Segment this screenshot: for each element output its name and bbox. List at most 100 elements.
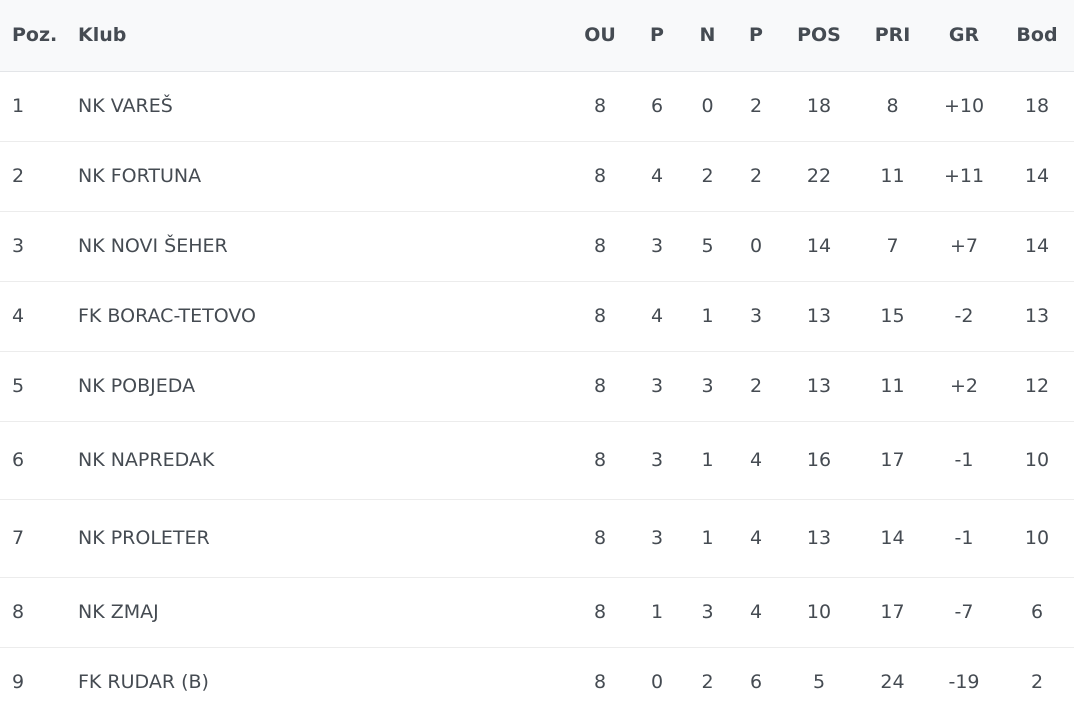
cell-losses: 2 bbox=[731, 351, 781, 422]
cell-position: 1 bbox=[0, 71, 78, 142]
cell-points: 14 bbox=[1000, 141, 1074, 212]
column-header-club[interactable]: Klub bbox=[78, 0, 570, 72]
cell-played: 8 bbox=[593, 671, 607, 694]
cell-club: NK POBJEDA bbox=[78, 351, 570, 422]
cell-club: NK ZMAJ bbox=[78, 577, 570, 648]
cell-goal-difference: +2 bbox=[928, 351, 1000, 422]
cell-position: 9 bbox=[12, 671, 25, 694]
cell-points: 6 bbox=[1000, 577, 1074, 648]
cell-points: 12 bbox=[1000, 351, 1074, 422]
cell-position: 2 bbox=[0, 141, 78, 212]
cell-position: 7 bbox=[0, 499, 78, 578]
cell-wins: 0 bbox=[650, 671, 664, 694]
table-row: 4 FK BORAC-TETOVO 8 4 1 3 13 15 -2 13 bbox=[0, 281, 1074, 352]
column-header-points[interactable]: Bod bbox=[1000, 0, 1074, 72]
cell-goals-for: 16 bbox=[781, 421, 857, 500]
cell-draws: 1 bbox=[684, 281, 731, 352]
table-row: 7 NK PROLETER 8 3 1 4 13 14 -1 10 bbox=[0, 499, 1074, 578]
cell-goals-against: 17 bbox=[857, 577, 928, 648]
cell-played: 8 bbox=[570, 351, 630, 422]
cell-goals-against: 14 bbox=[857, 499, 928, 578]
cell-goal-difference: -1 bbox=[928, 499, 1000, 578]
cell-goal-difference: -2 bbox=[928, 281, 1000, 352]
cell-points: 18 bbox=[1000, 71, 1074, 142]
cell-points: 10 bbox=[1000, 421, 1074, 500]
cell-goals-for: 13 bbox=[781, 281, 857, 352]
cell-played: 8 bbox=[570, 141, 630, 212]
cell-goals-for: 13 bbox=[781, 351, 857, 422]
cell-goal-difference: -1 bbox=[928, 421, 1000, 500]
cell-club: FK BORAC-TETOVO bbox=[78, 281, 570, 352]
cell-goal-difference: -19 bbox=[948, 671, 980, 694]
cell-club: FK RUDAR (B) bbox=[78, 671, 209, 694]
table-row: 2 NK FORTUNA 8 4 2 2 22 11 +11 14 bbox=[0, 141, 1074, 212]
column-header-goal-difference[interactable]: GR bbox=[928, 0, 1000, 72]
cell-goal-difference: -7 bbox=[928, 577, 1000, 648]
cell-losses: 2 bbox=[731, 141, 781, 212]
cell-played: 8 bbox=[570, 499, 630, 578]
cell-losses: 0 bbox=[731, 211, 781, 282]
cell-draws: 3 bbox=[684, 577, 731, 648]
cell-draws: 2 bbox=[701, 671, 714, 694]
column-header-wins[interactable]: P bbox=[630, 0, 684, 72]
cell-wins: 3 bbox=[630, 421, 684, 500]
column-header-position[interactable]: Poz. bbox=[0, 0, 78, 72]
cell-wins: 6 bbox=[630, 71, 684, 142]
column-header-goals-for[interactable]: POS bbox=[781, 0, 857, 72]
cell-points: 13 bbox=[1000, 281, 1074, 352]
cell-club: NK VAREŠ bbox=[78, 71, 570, 142]
cell-goals-against: 17 bbox=[857, 421, 928, 500]
cell-goal-difference: +10 bbox=[928, 71, 1000, 142]
cell-points: 10 bbox=[1000, 499, 1074, 578]
cell-position: 4 bbox=[0, 281, 78, 352]
cell-wins: 4 bbox=[630, 141, 684, 212]
cell-wins: 3 bbox=[630, 351, 684, 422]
cell-draws: 1 bbox=[684, 499, 731, 578]
cell-wins: 1 bbox=[630, 577, 684, 648]
header-row: Poz. Klub OU P N P POS PRI GR Bod bbox=[0, 0, 1074, 72]
table-row: 3 NK NOVI ŠEHER 8 3 5 0 14 7 +7 14 bbox=[0, 211, 1074, 282]
table-row: 8 NK ZMAJ 8 1 3 4 10 17 -7 6 bbox=[0, 577, 1074, 648]
column-header-played[interactable]: OU bbox=[570, 0, 630, 72]
cell-played: 8 bbox=[570, 281, 630, 352]
cell-losses: 6 bbox=[749, 671, 763, 694]
cell-goals-against: 11 bbox=[857, 141, 928, 212]
cell-club: NK FORTUNA bbox=[78, 141, 570, 212]
cell-position: 8 bbox=[0, 577, 78, 648]
cell-position: 3 bbox=[0, 211, 78, 282]
cell-goals-against: 8 bbox=[857, 71, 928, 142]
cell-goals-for: 10 bbox=[781, 577, 857, 648]
cell-draws: 5 bbox=[684, 211, 731, 282]
cell-losses: 2 bbox=[731, 71, 781, 142]
cell-played: 8 bbox=[570, 421, 630, 500]
cell-draws: 0 bbox=[684, 71, 731, 142]
table-body: 1 NK VAREŠ 8 6 0 2 18 8 +10 18 2 NK FORTUNA 8 4 2 2 22 11… bbox=[0, 71, 1074, 717]
cell-draws: 3 bbox=[684, 351, 731, 422]
cell-goal-difference: +7 bbox=[928, 211, 1000, 282]
cell-goals-against: 15 bbox=[857, 281, 928, 352]
cell-position: 5 bbox=[0, 351, 78, 422]
table-row: 1 NK VAREŠ 8 6 0 2 18 8 +10 18 bbox=[0, 71, 1074, 142]
cell-goals-against: 24 bbox=[880, 671, 905, 694]
cell-wins: 4 bbox=[630, 281, 684, 352]
cell-points: 2 bbox=[1030, 671, 1044, 694]
table-row: 6 NK NAPREDAK 8 3 1 4 16 17 -1 10 bbox=[0, 421, 1074, 500]
cell-club: NK NOVI ŠEHER bbox=[78, 211, 570, 282]
cell-club: NK PROLETER bbox=[78, 499, 570, 578]
cell-goals-for: 13 bbox=[781, 499, 857, 578]
column-header-goals-against[interactable]: PRI bbox=[857, 0, 928, 72]
cell-goals-for: 14 bbox=[781, 211, 857, 282]
cell-draws: 2 bbox=[684, 141, 731, 212]
column-header-draws[interactable]: N bbox=[684, 0, 731, 72]
cell-losses: 4 bbox=[731, 577, 781, 648]
table-row: 5 NK POBJEDA 8 3 3 2 13 11 +2 12 bbox=[0, 351, 1074, 422]
column-header-losses[interactable]: P bbox=[731, 0, 781, 72]
cell-draws: 1 bbox=[684, 421, 731, 500]
table-row: 9 FK RUDAR (B) 8 0 2 6 5 24 -19 2 bbox=[0, 647, 1074, 717]
table-header: Poz. Klub OU P N P POS PRI GR Bod bbox=[0, 0, 1074, 72]
cell-losses: 4 bbox=[731, 499, 781, 578]
cell-club: NK NAPREDAK bbox=[78, 421, 570, 500]
cell-goal-difference: +11 bbox=[928, 141, 1000, 212]
cell-losses: 3 bbox=[731, 281, 781, 352]
